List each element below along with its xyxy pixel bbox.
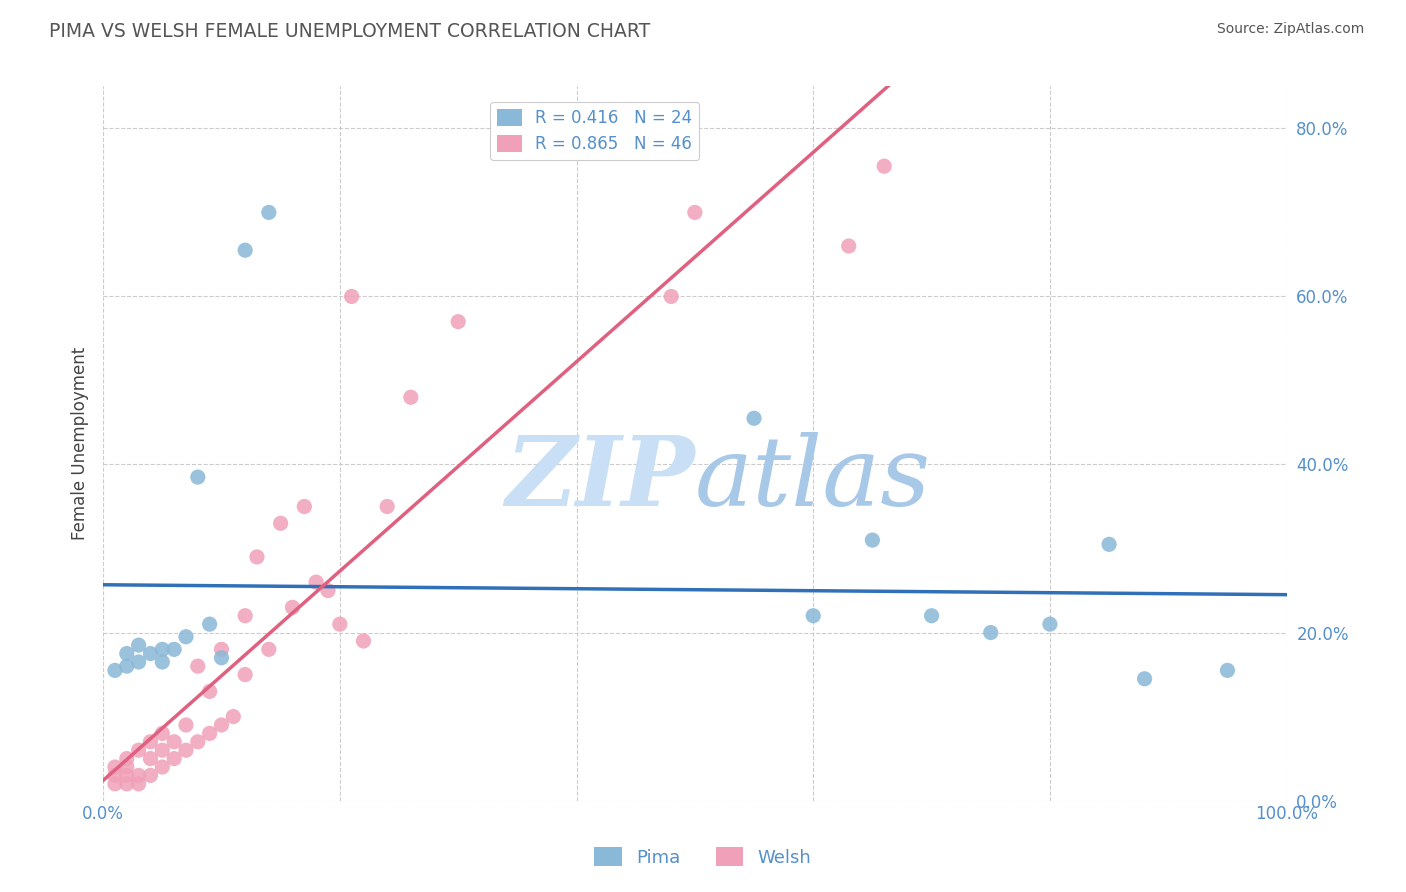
Point (353, 634, 375, 648)
Point (128, 638, 150, 652)
Point (128, 777, 150, 791)
Point (174, 630, 197, 644)
Point (104, 777, 127, 791)
Point (921, 608, 943, 623)
Point (257, 205, 280, 219)
Text: Source: ZipAtlas.com: Source: ZipAtlas.com (1216, 22, 1364, 37)
Point (139, 735, 162, 749)
Point (128, 743, 150, 757)
Point (1133, 672, 1156, 686)
Point (150, 642, 173, 657)
Point (838, 239, 860, 253)
Point (211, 650, 233, 665)
Point (281, 600, 304, 615)
Point (163, 735, 186, 749)
Y-axis label: Female Unemployment: Female Unemployment (72, 347, 89, 541)
Point (340, 289, 363, 303)
Point (399, 390, 422, 404)
Point (860, 533, 883, 548)
Point (174, 718, 197, 732)
Point (1039, 617, 1062, 632)
Text: ZIP: ZIP (505, 433, 695, 526)
Point (115, 760, 138, 774)
Point (801, 608, 824, 623)
Point (198, 684, 221, 698)
Legend: R = 0.416   N = 24, R = 0.865   N = 46: R = 0.416 N = 24, R = 0.865 N = 46 (491, 102, 699, 160)
Point (139, 751, 162, 765)
Point (104, 760, 127, 774)
Point (1098, 537, 1121, 551)
Point (222, 709, 245, 723)
Point (742, 411, 765, 425)
Point (115, 659, 138, 673)
Point (447, 315, 470, 329)
Point (163, 642, 186, 657)
Point (683, 205, 706, 219)
Point (150, 655, 173, 669)
Point (980, 625, 1002, 640)
Point (329, 617, 352, 632)
Point (246, 549, 269, 564)
Point (233, 667, 256, 681)
Point (305, 575, 328, 590)
Point (174, 743, 197, 757)
Point (104, 664, 127, 678)
Point (233, 244, 256, 258)
Legend: Pima, Welsh: Pima, Welsh (588, 840, 818, 874)
Point (187, 735, 209, 749)
Text: atlas: atlas (695, 433, 931, 526)
Point (1216, 664, 1239, 678)
Point (257, 642, 280, 657)
Point (873, 159, 896, 173)
Point (270, 516, 292, 531)
Point (187, 470, 209, 484)
Point (115, 768, 138, 782)
Point (659, 289, 682, 303)
Point (115, 751, 138, 765)
Point (150, 760, 173, 774)
Point (104, 768, 127, 782)
Point (139, 768, 162, 782)
Point (187, 659, 209, 673)
Point (139, 647, 162, 661)
Point (128, 655, 150, 669)
Point (115, 777, 138, 791)
Text: PIMA VS WELSH FEMALE UNEMPLOYMENT CORRELATION CHART: PIMA VS WELSH FEMALE UNEMPLOYMENT CORREL… (49, 22, 651, 41)
Point (211, 718, 233, 732)
Point (211, 642, 233, 657)
Point (375, 500, 398, 514)
Point (233, 608, 256, 623)
Point (292, 500, 315, 514)
Point (150, 726, 173, 740)
Point (163, 751, 186, 765)
Point (198, 617, 221, 632)
Point (115, 647, 138, 661)
Point (150, 743, 173, 757)
Point (198, 726, 221, 740)
Point (316, 583, 339, 598)
Point (128, 768, 150, 782)
